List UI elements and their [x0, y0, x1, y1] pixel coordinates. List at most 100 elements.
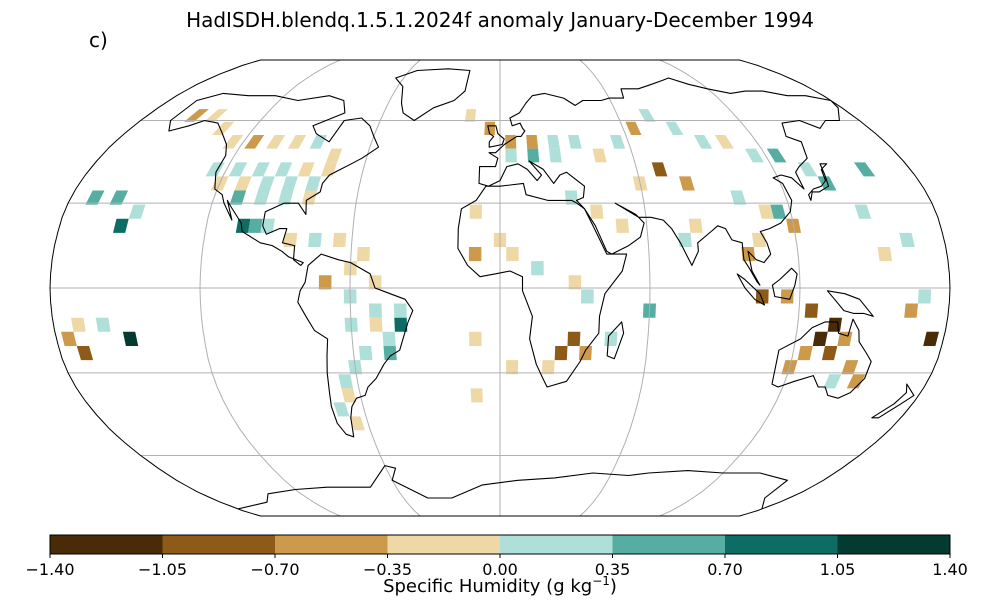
- colorbar-segment: [275, 535, 388, 554]
- anomaly-cell: [469, 331, 482, 346]
- anomaly-cell: [244, 135, 265, 149]
- coastline-antarctica: [237, 465, 788, 510]
- anomaly-cell: [382, 331, 396, 346]
- colorbar-tick-label: 0.35: [594, 560, 631, 579]
- anomaly-cell: [679, 176, 695, 191]
- meridian-line: [199, 60, 341, 516]
- anomaly-cell: [277, 190, 294, 205]
- anomaly-cell: [730, 190, 747, 205]
- coastline-borneo: [771, 267, 798, 300]
- anomaly-cell: [333, 402, 350, 417]
- anomaly-cell: [780, 289, 794, 304]
- anomaly-cell: [797, 346, 813, 361]
- anomaly-cell: [812, 331, 828, 346]
- anomaly-cell: [318, 275, 332, 290]
- anomaly-cell: [338, 374, 353, 389]
- anomaly-cell: [766, 148, 787, 163]
- anomaly-cell: [109, 190, 129, 205]
- colorbar-label: Specific Humidity (g kg−1): [0, 574, 1000, 597]
- anomaly-cell: [393, 303, 407, 318]
- anomaly-cell: [904, 303, 918, 318]
- anomaly-cell: [592, 148, 607, 163]
- world-map: [49, 59, 951, 517]
- coastline-uk: [487, 125, 505, 148]
- anomaly-cell: [251, 162, 270, 177]
- anomaly-cell: [71, 317, 86, 332]
- anomaly-cell: [358, 346, 373, 361]
- colorbar-segment: [725, 535, 838, 554]
- colorbar-label-close: ): [609, 576, 617, 597]
- coastline-madagascar: [606, 321, 625, 360]
- colorbar-segment: [500, 535, 613, 554]
- colorbar-segment: [387, 535, 500, 554]
- anomaly-cell: [297, 162, 315, 177]
- colorbar-tick-label: 1.40: [932, 560, 968, 579]
- anomaly-cell: [61, 331, 77, 346]
- anomaly-cell: [625, 121, 642, 135]
- anomaly-cell: [383, 346, 397, 361]
- anomaly-cell: [506, 360, 519, 375]
- anomaly-cell: [122, 331, 139, 346]
- colorbar-tick-label: −1.05: [137, 560, 188, 579]
- anomaly-cell: [568, 275, 582, 290]
- colorbar-label-main: Specific Humidity (g kg: [383, 576, 593, 597]
- anomaly-cell: [638, 109, 656, 122]
- anomaly-cell: [823, 374, 842, 389]
- anomaly-cell: [568, 135, 582, 149]
- anomaly-cell: [113, 218, 129, 233]
- anomaly-cell: [581, 289, 594, 304]
- anomaly-cell: [470, 388, 483, 403]
- anomaly-cell: [531, 261, 544, 276]
- anomaly-cell: [248, 218, 263, 233]
- map-title: HadISDH.blendq.1.5.1.2024f anomaly Janua…: [186, 8, 814, 32]
- anomaly-cell: [76, 346, 94, 361]
- coastline-greenland: [395, 68, 471, 122]
- anomaly-cell: [287, 135, 307, 149]
- anomaly-cell: [714, 135, 734, 149]
- anomaly-cell: [549, 148, 562, 163]
- anomaly-cell: [301, 190, 317, 205]
- anomaly-cell: [854, 204, 872, 219]
- anomaly-cell: [615, 218, 629, 233]
- anomaly-cell: [877, 247, 893, 262]
- anomaly-cell: [770, 204, 787, 219]
- anomaly-cell: [128, 204, 146, 219]
- colorbar-tick-label: 0.00: [482, 560, 518, 579]
- coastline-africa: [457, 182, 628, 388]
- anomaly-cell: [469, 204, 482, 219]
- anomaly-cell: [234, 176, 252, 191]
- anomaly-cell: [325, 148, 343, 163]
- anomaly-cell: [665, 121, 684, 135]
- anomaly-cell: [821, 346, 838, 361]
- anomaly-cell: [693, 135, 713, 149]
- anomaly-cell: [95, 317, 111, 332]
- meridian-line: [659, 60, 801, 516]
- anomaly-cell: [817, 176, 837, 191]
- anomaly-cell: [846, 374, 866, 389]
- anomaly-cell: [554, 346, 568, 361]
- coastline-new-zealand: [871, 383, 915, 419]
- anomaly-cell: [505, 148, 517, 163]
- anomaly-cell: [804, 303, 819, 318]
- meridian-line: [349, 60, 421, 516]
- anomaly-cell: [526, 135, 539, 149]
- anomaly-cell: [567, 331, 581, 346]
- colorbar-tick-label: 1.05: [819, 560, 856, 579]
- anomaly-cell: [369, 303, 382, 318]
- anomaly-cell: [590, 204, 604, 219]
- colorbar-tick-label: −0.35: [362, 560, 413, 579]
- anomaly-cell: [235, 218, 251, 233]
- anomaly-cell: [258, 176, 275, 191]
- anomaly-cell: [85, 190, 105, 205]
- anomaly-cell: [506, 247, 519, 262]
- coastline-new-guinea: [826, 290, 874, 317]
- coastline-australia: [771, 318, 872, 399]
- anomaly-cell: [349, 416, 365, 431]
- coastline-north-america: [168, 92, 380, 266]
- anomaly-cell: [468, 247, 482, 262]
- coastline-south-america: [297, 253, 414, 438]
- colorbar-segment: [50, 535, 163, 554]
- meridian-line: [579, 60, 651, 516]
- anomaly-cell: [899, 232, 915, 247]
- anomaly-cell: [678, 232, 692, 247]
